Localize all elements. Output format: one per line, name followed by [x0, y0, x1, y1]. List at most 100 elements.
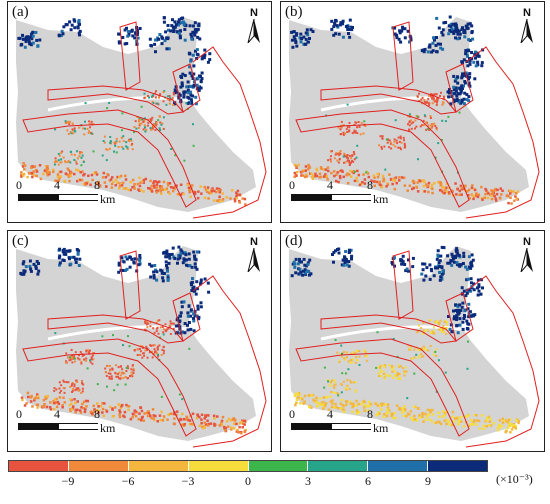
deformation-pixel	[359, 133, 362, 136]
deformation-pixel	[372, 174, 376, 177]
deformation-pixel	[345, 388, 348, 391]
deformation-pixel	[177, 254, 181, 258]
deformation-pixel	[408, 128, 411, 131]
deformation-pixel	[84, 127, 86, 130]
deformation-pixel	[36, 272, 40, 276]
deformation-pixel	[450, 189, 453, 192]
deformation-pixel	[393, 138, 396, 141]
deformation-pixel	[121, 129, 123, 132]
deformation-pixel	[167, 327, 170, 330]
deformation-pixel	[434, 350, 437, 353]
deformation-pixel	[147, 186, 150, 190]
deformation-pixel	[415, 186, 419, 189]
deformation-pixel	[67, 175, 71, 178]
deformation-pixel	[362, 173, 365, 176]
deformation-pixel	[58, 261, 62, 265]
deformation-pixel	[329, 400, 333, 403]
deformation-pixel	[441, 119, 444, 122]
deformation-pixel	[319, 175, 323, 179]
deformation-pixel	[340, 263, 344, 267]
deformation-pixel	[484, 192, 487, 196]
deformation-pixel	[139, 188, 143, 192]
legend-swatch	[428, 461, 487, 471]
deformation-pixel	[398, 29, 402, 33]
deformation-pixel	[346, 131, 349, 133]
deformation-pixel	[391, 262, 395, 266]
deformation-pixel	[467, 315, 471, 319]
deformation-pixel	[111, 407, 114, 410]
deformation-pixel	[192, 72, 196, 76]
deformation-pixel	[455, 261, 459, 265]
deformation-pixel	[192, 329, 196, 333]
deformation-pixel	[293, 175, 296, 178]
deformation-pixel	[155, 189, 158, 193]
deformation-pixel	[233, 419, 237, 422]
deformation-pixel	[118, 415, 122, 419]
deformation-pixel	[186, 264, 190, 268]
deformation-pixel	[352, 402, 355, 405]
deformation-pixel	[172, 327, 175, 330]
deformation-pixel	[441, 329, 444, 332]
deformation-pixel	[468, 57, 471, 60]
deformation-pixel	[303, 271, 307, 275]
deformation-pixel	[138, 254, 142, 257]
deformation-pixel	[463, 184, 466, 188]
deformation-pixel	[481, 198, 484, 201]
deformation-pixel	[114, 406, 117, 409]
deformation-pixel	[460, 193, 463, 196]
deformation-pixel	[29, 267, 33, 271]
deformation-pixel	[68, 179, 71, 183]
deformation-pixel	[298, 258, 301, 262]
deformation-pixel	[462, 58, 466, 62]
deformation-pixel	[191, 184, 194, 187]
deformation-pixel	[472, 288, 476, 292]
deformation-pixel	[20, 173, 23, 177]
deformation-pixel	[386, 182, 389, 185]
deformation-pixel	[458, 111, 461, 114]
deformation-pixel	[150, 128, 153, 131]
deformation-pixel	[403, 139, 405, 142]
deformation-pixel	[375, 366, 378, 369]
deformation-pixel	[180, 84, 184, 88]
deformation-pixel	[55, 179, 59, 183]
deformation-pixel	[163, 39, 167, 43]
deformation-pixel	[403, 184, 407, 187]
deformation-pixel	[351, 405, 354, 409]
deformation-pixel	[199, 75, 202, 78]
deformation-pixel	[101, 176, 105, 179]
deformation-pixel	[225, 196, 228, 199]
deformation-pixel	[404, 145, 407, 148]
deformation-pixel	[440, 245, 444, 249]
deformation-pixel	[76, 357, 79, 360]
deformation-pixel	[449, 25, 453, 28]
deformation-pixel	[220, 421, 223, 424]
deformation-pixel	[26, 35, 30, 39]
deformation-pixel	[461, 26, 464, 30]
deformation-pixel	[138, 189, 141, 192]
deformation-pixel	[342, 352, 345, 355]
deformation-pixel	[58, 254, 62, 258]
deformation-pixel	[29, 269, 33, 273]
deformation-pixel	[181, 72, 185, 76]
deformation-pixel	[200, 57, 204, 61]
deformation-pixel	[190, 280, 194, 284]
deformation-pixel	[108, 102, 111, 104]
deformation-pixel	[71, 355, 74, 358]
deformation-pixel	[458, 36, 461, 40]
deformation-pixel	[235, 191, 238, 194]
deformation-pixel	[74, 360, 76, 363]
deformation-pixel	[458, 317, 462, 321]
deformation-pixel	[430, 186, 433, 189]
deformation-pixel	[180, 300, 184, 304]
deformation-pixel	[103, 135, 106, 138]
deformation-pixel	[68, 173, 72, 176]
deformation-pixel	[115, 141, 118, 144]
deformation-pixel	[120, 405, 123, 408]
deformation-pixel	[61, 150, 64, 153]
deformation-pixel	[182, 424, 186, 427]
deformation-pixel	[190, 289, 194, 292]
deformation-pixel	[123, 187, 127, 190]
deformation-pixel	[91, 354, 94, 357]
legend-unit: (×10⁻³)	[496, 472, 533, 486]
deformation-pixel	[468, 38, 472, 42]
